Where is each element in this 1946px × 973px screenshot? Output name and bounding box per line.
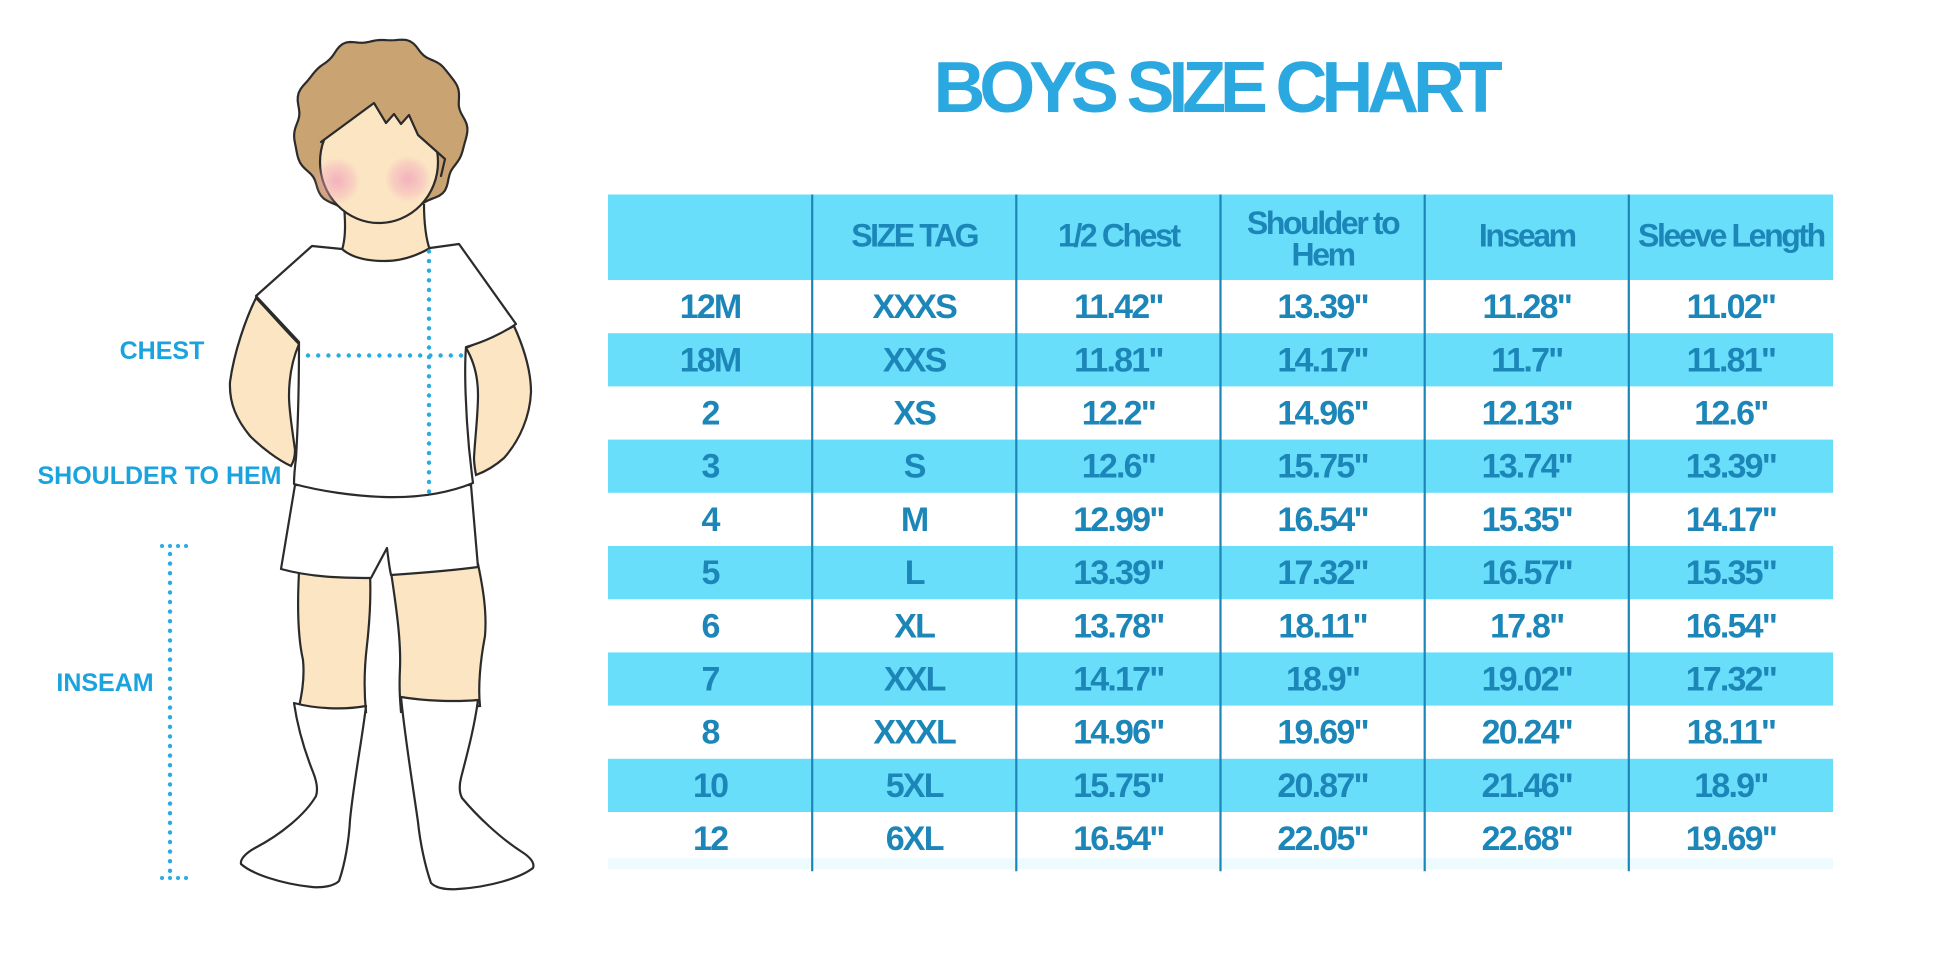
svg-text:18.11": 18.11" xyxy=(1278,607,1367,645)
svg-text:S: S xyxy=(904,448,926,486)
svg-text:10: 10 xyxy=(693,767,728,805)
svg-text:13.39": 13.39" xyxy=(1277,288,1367,326)
svg-text:XXS: XXS xyxy=(883,341,947,379)
svg-text:11.7": 11.7" xyxy=(1491,341,1562,379)
svg-text:XXL: XXL xyxy=(884,661,946,699)
svg-text:Shoulder to: Shoulder to xyxy=(1247,205,1400,241)
svg-text:16.54": 16.54" xyxy=(1686,607,1776,645)
svg-text:18M: 18M xyxy=(680,341,741,379)
svg-text:15.35": 15.35" xyxy=(1482,501,1572,539)
svg-text:15.75": 15.75" xyxy=(1073,767,1163,805)
svg-text:14.17": 14.17" xyxy=(1073,661,1163,699)
svg-text:XL: XL xyxy=(894,607,935,645)
svg-text:5: 5 xyxy=(702,554,720,592)
svg-text:15.75": 15.75" xyxy=(1277,448,1367,486)
svg-text:6XL: 6XL xyxy=(886,820,944,858)
svg-text:22.05": 22.05" xyxy=(1277,820,1367,858)
svg-text:SHOULDER TO HEM: SHOULDER TO HEM xyxy=(38,462,282,490)
svg-text:14.17": 14.17" xyxy=(1686,501,1776,539)
svg-text:BOYS SIZE CHART: BOYS SIZE CHART xyxy=(933,48,1502,128)
svg-text:16.54": 16.54" xyxy=(1277,501,1367,539)
svg-text:14.96": 14.96" xyxy=(1073,714,1163,752)
svg-text:14.17": 14.17" xyxy=(1277,341,1367,379)
svg-text:11.81": 11.81" xyxy=(1074,341,1163,379)
svg-text:12.2": 12.2" xyxy=(1082,395,1155,433)
svg-text:18.9": 18.9" xyxy=(1694,767,1767,805)
svg-text:Inseam: Inseam xyxy=(1479,218,1576,254)
svg-text:INSEAM: INSEAM xyxy=(56,669,153,697)
svg-text:5XL: 5XL xyxy=(886,767,944,805)
svg-text:7: 7 xyxy=(702,661,720,699)
svg-text:3: 3 xyxy=(702,448,720,486)
svg-text:8: 8 xyxy=(702,714,720,752)
svg-text:12.13": 12.13" xyxy=(1482,395,1572,433)
svg-text:17.8": 17.8" xyxy=(1490,607,1563,645)
svg-text:19.02": 19.02" xyxy=(1482,661,1572,699)
svg-text:18.9": 18.9" xyxy=(1286,661,1359,699)
svg-text:13.39": 13.39" xyxy=(1686,448,1776,486)
svg-text:11.42": 11.42" xyxy=(1074,288,1163,326)
svg-text:SIZE TAG: SIZE TAG xyxy=(851,218,977,254)
svg-text:13.39": 13.39" xyxy=(1073,554,1163,592)
svg-text:11.28": 11.28" xyxy=(1483,288,1572,326)
svg-text:21.46": 21.46" xyxy=(1482,767,1572,805)
svg-text:XXXS: XXXS xyxy=(872,288,957,326)
svg-text:6: 6 xyxy=(702,607,720,645)
svg-text:L: L xyxy=(905,554,925,592)
svg-text:12.6": 12.6" xyxy=(1694,395,1767,433)
svg-text:13.74": 13.74" xyxy=(1482,448,1572,486)
svg-text:XS: XS xyxy=(893,395,936,433)
svg-text:4: 4 xyxy=(702,501,721,539)
svg-text:12: 12 xyxy=(693,820,728,858)
svg-text:19.69": 19.69" xyxy=(1277,714,1367,752)
svg-text:17.32": 17.32" xyxy=(1277,554,1367,592)
svg-text:22.68": 22.68" xyxy=(1482,820,1572,858)
svg-text:12.6": 12.6" xyxy=(1082,448,1155,486)
svg-text:Hem: Hem xyxy=(1292,237,1355,273)
svg-text:20.24": 20.24" xyxy=(1482,714,1572,752)
svg-text:18.11": 18.11" xyxy=(1687,714,1776,752)
svg-text:16.54": 16.54" xyxy=(1073,820,1163,858)
svg-text:14.96": 14.96" xyxy=(1277,395,1367,433)
svg-text:11.02": 11.02" xyxy=(1687,288,1776,326)
svg-text:12M: 12M xyxy=(680,288,741,326)
svg-text:11.81": 11.81" xyxy=(1687,341,1776,379)
svg-text:19.69": 19.69" xyxy=(1686,820,1776,858)
svg-text:16.57": 16.57" xyxy=(1482,554,1572,592)
svg-text:15.35": 15.35" xyxy=(1686,554,1776,592)
svg-text:XXXL: XXXL xyxy=(873,714,956,752)
svg-text:M: M xyxy=(901,501,928,539)
svg-text:12.99": 12.99" xyxy=(1073,501,1163,539)
svg-text:20.87": 20.87" xyxy=(1277,767,1367,805)
svg-text:Sleeve Length: Sleeve Length xyxy=(1638,218,1825,254)
svg-text:2: 2 xyxy=(702,395,720,433)
svg-text:1/2 Chest: 1/2 Chest xyxy=(1058,218,1181,254)
svg-text:CHEST: CHEST xyxy=(120,337,205,365)
svg-text:13.78": 13.78" xyxy=(1073,607,1163,645)
svg-text:17.32": 17.32" xyxy=(1686,661,1776,699)
